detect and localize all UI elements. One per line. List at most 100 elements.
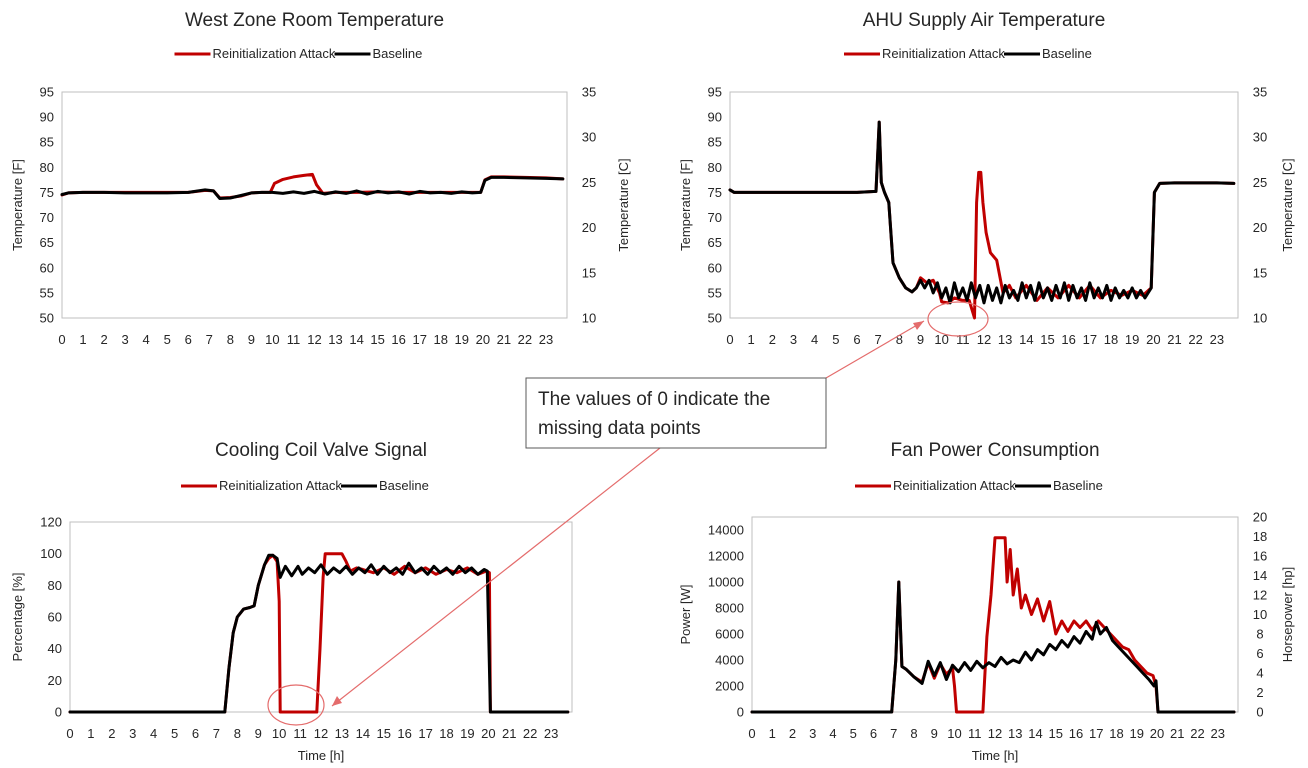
x-tick-label: 21 xyxy=(497,332,511,347)
x-tick-label: 18 xyxy=(439,726,453,741)
legend-label-attack: Reinitialization Attack xyxy=(219,478,342,493)
legend-label-baseline: Baseline xyxy=(379,478,429,493)
chart-title: Fan Power Consumption xyxy=(890,440,1099,461)
y-tick-label: 80 xyxy=(40,160,54,175)
x-tick-label: 17 xyxy=(418,726,432,741)
x-tick-label: 15 xyxy=(377,726,391,741)
x-tick-label: 3 xyxy=(790,332,797,347)
y2-tick-label: 20 xyxy=(1253,220,1267,235)
y-tick-label: 85 xyxy=(40,135,54,150)
x-tick-label: 10 xyxy=(947,726,961,741)
y-tick-label: 75 xyxy=(708,185,722,200)
y-tick-label: 6000 xyxy=(715,627,744,642)
x-tick-label: 15 xyxy=(370,332,384,347)
x-axis-title: Time [h] xyxy=(298,748,344,763)
x-tick-label: 14 xyxy=(1019,332,1033,347)
x-tick-label: 9 xyxy=(255,726,262,741)
x-tick-label: 4 xyxy=(811,332,818,347)
y2-tick-label: 25 xyxy=(1253,175,1267,190)
x-tick-label: 19 xyxy=(460,726,474,741)
x-tick-label: 10 xyxy=(265,332,279,347)
y2-axis-title: Temperature [C] xyxy=(616,158,631,251)
x-tick-label: 2 xyxy=(108,726,115,741)
x-tick-label: 18 xyxy=(434,332,448,347)
x-tick-label: 11 xyxy=(293,726,307,741)
y-tick-label: 50 xyxy=(708,311,722,326)
x-tick-label: 12 xyxy=(314,726,328,741)
x-tick-label: 20 xyxy=(476,332,490,347)
y2-tick-label: 16 xyxy=(1253,549,1267,564)
x-tick-label: 0 xyxy=(66,726,73,741)
series-line-attack xyxy=(750,536,1236,714)
legend-label-baseline: Baseline xyxy=(373,46,423,61)
y-tick-label: 0 xyxy=(737,705,744,720)
y-tick-label: 55 xyxy=(40,285,54,300)
plot-frame xyxy=(751,516,1239,713)
legend-label-baseline: Baseline xyxy=(1042,46,1092,61)
y2-tick-label: 0 xyxy=(1256,705,1263,720)
y-tick-label: 12000 xyxy=(708,549,744,564)
chart-title: AHU Supply Air Temperature xyxy=(863,10,1106,31)
y-tick-label: 95 xyxy=(40,85,54,100)
y-tick-label: 50 xyxy=(40,311,54,326)
x-tick-label: 14 xyxy=(356,726,370,741)
x-tick-label: 12 xyxy=(977,332,991,347)
legend-label-attack: Reinitialization Attack xyxy=(882,46,1005,61)
x-tick-label: 7 xyxy=(890,726,897,741)
y-tick-label: 60 xyxy=(708,260,722,275)
x-tick-label: 15 xyxy=(1040,332,1054,347)
x-tick-label: 7 xyxy=(213,726,220,741)
y-tick-label: 60 xyxy=(48,610,62,625)
x-tick-label: 21 xyxy=(502,726,516,741)
y-tick-label: 2000 xyxy=(715,679,744,694)
arrowhead-valve xyxy=(332,696,342,706)
y-axis-title: Percentage [%] xyxy=(10,573,25,662)
y-tick-label: 60 xyxy=(40,260,54,275)
highlight-circle-ahu xyxy=(927,301,989,337)
y2-tick-label: 20 xyxy=(582,220,596,235)
y-tick-label: 85 xyxy=(708,135,722,150)
x-tick-label: 17 xyxy=(1089,726,1103,741)
x-tick-label: 0 xyxy=(726,332,733,347)
x-tick-label: 7 xyxy=(206,332,213,347)
x-tick-label: 0 xyxy=(58,332,65,347)
legend-label-attack: Reinitialization Attack xyxy=(893,478,1016,493)
x-tick-label: 1 xyxy=(87,726,94,741)
y2-tick-label: 30 xyxy=(582,130,596,145)
x-tick-label: 1 xyxy=(748,332,755,347)
x-tick-label: 7 xyxy=(875,332,882,347)
x-tick-label: 16 xyxy=(391,332,405,347)
arrowhead-ahu xyxy=(913,321,924,330)
x-tick-label: 16 xyxy=(1069,726,1083,741)
x-tick-label: 22 xyxy=(518,332,532,347)
y2-axis-title: Horsepower [hp] xyxy=(1280,567,1295,662)
x-tick-label: 10 xyxy=(272,726,286,741)
chart-ahu-supply-air-temperature: AHU Supply Air Temperature Reinitializati… xyxy=(678,10,1295,347)
x-tick-label: 2 xyxy=(769,332,776,347)
x-tick-label: 20 xyxy=(481,726,495,741)
plot-frame xyxy=(729,91,1239,319)
y2-tick-label: 10 xyxy=(1253,311,1267,326)
x-tick-label: 2 xyxy=(100,332,107,347)
x-tick-label: 21 xyxy=(1170,726,1184,741)
y-tick-label: 55 xyxy=(708,285,722,300)
x-tick-label: 12 xyxy=(307,332,321,347)
y-tick-label: 4000 xyxy=(715,653,744,668)
x-tick-label: 4 xyxy=(150,726,157,741)
x-tick-label: 19 xyxy=(455,332,469,347)
series-line-baseline xyxy=(68,553,570,714)
x-tick-label: 5 xyxy=(171,726,178,741)
x-tick-label: 11 xyxy=(968,726,982,741)
x-tick-label: 3 xyxy=(122,332,129,347)
y2-tick-label: 10 xyxy=(582,311,596,326)
x-tick-label: 13 xyxy=(998,332,1012,347)
y-tick-label: 8000 xyxy=(715,601,744,616)
chart-title: Cooling Coil Valve Signal xyxy=(215,440,427,461)
y-tick-label: 10000 xyxy=(708,575,744,590)
y2-tick-label: 4 xyxy=(1256,666,1263,681)
series-line-baseline xyxy=(60,175,565,200)
chart-fan-power-consumption: Fan Power Consumption Reinitialization At… xyxy=(678,440,1295,763)
y-tick-label: 65 xyxy=(40,235,54,250)
x-tick-label: 1 xyxy=(769,726,776,741)
y-tick-label: 90 xyxy=(40,110,54,125)
